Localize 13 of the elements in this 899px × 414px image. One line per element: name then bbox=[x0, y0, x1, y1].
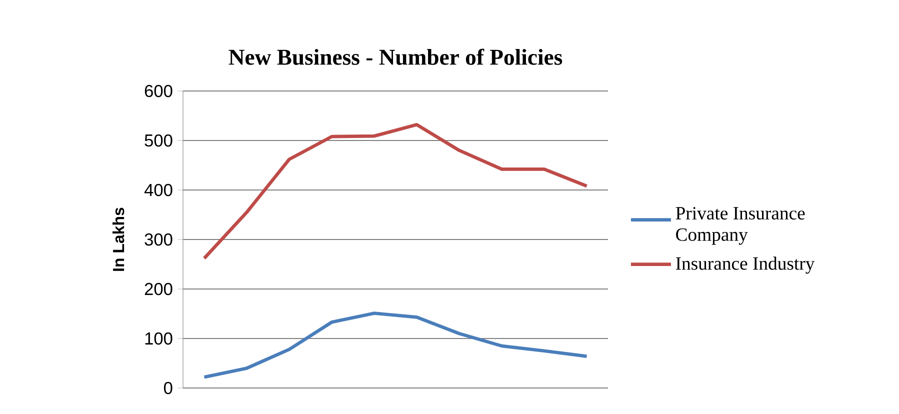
y-tick-label: 400 bbox=[144, 184, 172, 196]
y-tick-label: 0 bbox=[164, 382, 172, 394]
legend-label: Insurance Industry bbox=[676, 256, 815, 274]
y-tick-label: 300 bbox=[144, 233, 172, 246]
line-series bbox=[202, 122, 588, 260]
y-tick-label: 100 bbox=[145, 332, 172, 345]
y-axis-title: In Lakhs bbox=[112, 208, 124, 271]
legend-label: Private Insurance Company bbox=[676, 207, 805, 245]
y-tick-label: 200 bbox=[144, 282, 172, 296]
line-series bbox=[202, 312, 588, 379]
chart-title: New Business - Number of Policies bbox=[228, 48, 562, 65]
y-tick-label: 500 bbox=[144, 134, 172, 147]
y-tick-label: 600 bbox=[144, 84, 172, 98]
